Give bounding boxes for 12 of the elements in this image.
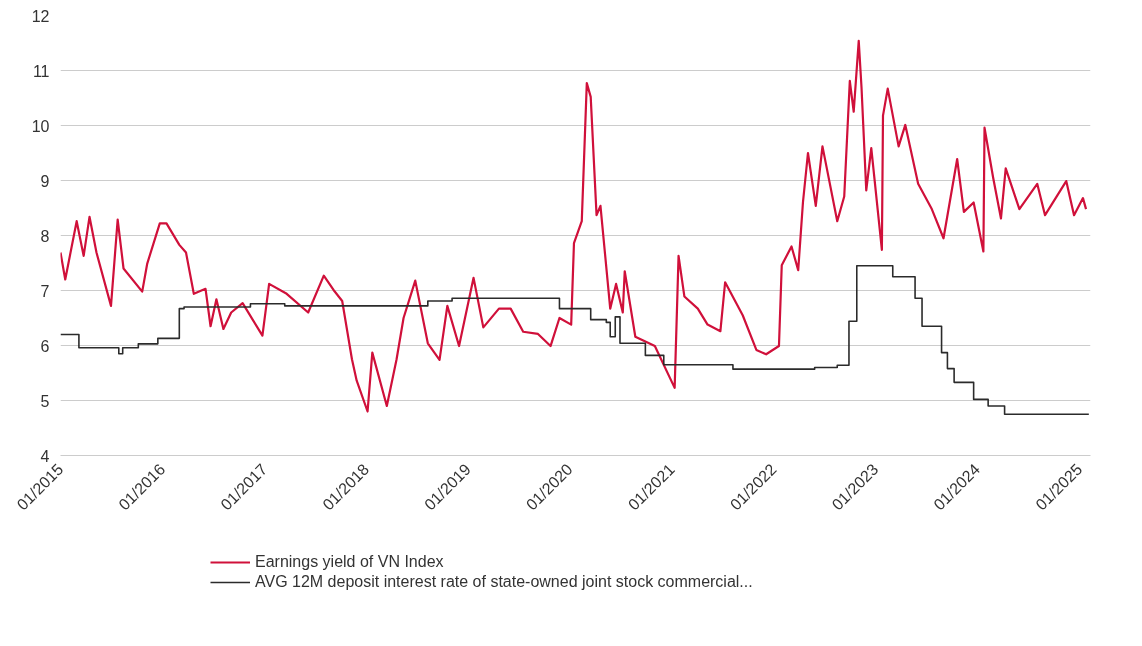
line-series bbox=[60, 39, 1088, 413]
y-tick-label: 8 bbox=[40, 227, 50, 245]
y-tick-label: 12 bbox=[31, 7, 50, 25]
y-tick-label: 7 bbox=[40, 282, 50, 300]
y-tick-label: 10 bbox=[31, 117, 50, 135]
y-tick-label: 6 bbox=[40, 337, 50, 355]
legend-label: Earnings yield of VN Index bbox=[255, 553, 444, 571]
y-tick-label: 11 bbox=[32, 62, 50, 80]
legend-label: AVG 12M deposit interest rate of state-owned joint stock commercial... bbox=[255, 573, 753, 591]
y-tick-label: 4 bbox=[40, 447, 50, 465]
y-tick-label: 9 bbox=[40, 172, 50, 190]
y-tick-label: 5 bbox=[40, 392, 50, 410]
